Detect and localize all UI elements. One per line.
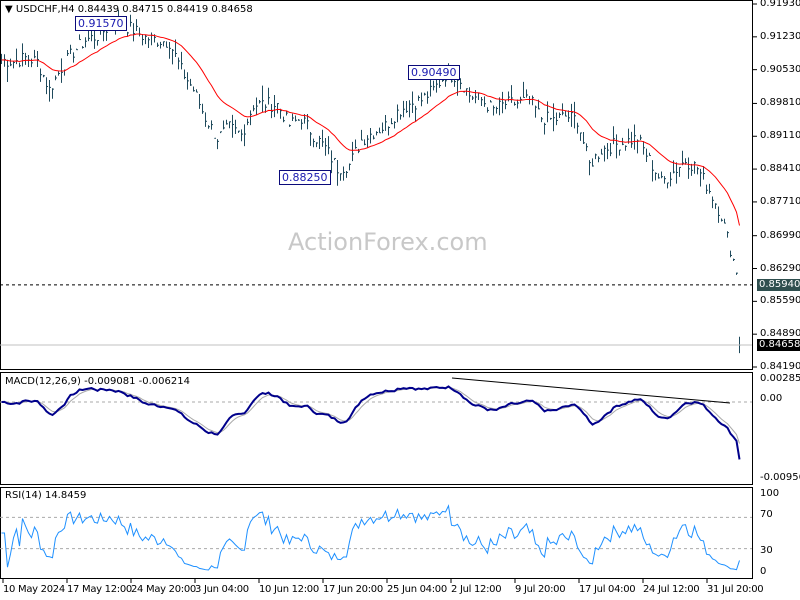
- ohlc-values: 0.84439 0.84715 0.84419 0.84658: [77, 4, 253, 15]
- time-tick-label: 24 May 20:00: [131, 584, 196, 595]
- macd-tick: 0.00: [760, 393, 783, 404]
- time-tick-label: 17 Jul 04:00: [579, 584, 636, 595]
- price-tick-label: 0.89810: [760, 97, 800, 109]
- rsi-line: [1, 504, 740, 571]
- time-tick-label: 17 Jun 20:00: [323, 584, 383, 595]
- macd-tick: -0.009566: [760, 472, 800, 483]
- price-tick-label: 0.91930: [760, 0, 800, 9]
- high-annotation: 0.91570: [75, 16, 127, 31]
- price-tick-label: 0.85590: [760, 295, 800, 307]
- time-tick-label: 10 Jun 12:00: [259, 584, 319, 595]
- high-annotation-2: 0.90490: [408, 65, 460, 80]
- symbol-label: USDCHF,H4: [15, 4, 75, 15]
- time-tick-label: 24 Jul 12:00: [643, 584, 700, 595]
- price-tick-label: 0.86290: [760, 262, 800, 274]
- rsi-label: RSI(14) 14.8459: [5, 490, 87, 501]
- price-tick-label: 0.89110: [760, 130, 800, 142]
- time-tick-label: 10 May 2024: [3, 584, 65, 595]
- macd-tick: 0.002854: [760, 373, 800, 384]
- time-tick-label: 25 Jun 04:00: [387, 584, 447, 595]
- macd-line: [1, 385, 741, 460]
- main-panel-frame: [0, 0, 753, 370]
- price-tick-label: 0.87710: [760, 195, 800, 207]
- macd-label: MACD(12,26,9) -0.009081 -0.006214: [5, 376, 190, 387]
- time-tick-label: 17 May 12:00: [67, 584, 132, 595]
- moving-average-line: [1, 33, 740, 226]
- time-tick-label: 2 Jul 12:00: [451, 584, 502, 595]
- price-tick-label: 0.84890: [760, 328, 800, 340]
- current-price-tag: 0.84658: [757, 339, 800, 351]
- menu-triangle-icon[interactable]: ▼: [5, 4, 13, 15]
- macd-signal-line: [1, 386, 740, 444]
- rsi-tick: 0: [760, 566, 767, 577]
- rsi-panel-frame: [0, 487, 753, 579]
- rsi-tick: 70: [760, 509, 773, 520]
- rsi-tick: 100: [760, 488, 780, 499]
- price-tick-label: 0.88410: [760, 163, 800, 175]
- price-tick-label: 0.84190: [760, 361, 800, 372]
- macd-trendline: [451, 377, 731, 404]
- time-tick-label: 3 Jun 04:00: [195, 584, 249, 595]
- time-tick-label: 31 Jul 20:00: [707, 584, 764, 595]
- time-tick-label: 9 Jul 20:00: [515, 584, 566, 595]
- low-annotation: 0.88250: [279, 170, 331, 185]
- macd-panel-frame: [0, 372, 753, 485]
- price-tick-label: 0.86990: [760, 229, 800, 241]
- rsi-tick: 30: [760, 545, 773, 556]
- watermark: ActionForex.com: [288, 228, 488, 256]
- price-tick-label: 0.90530: [760, 63, 800, 75]
- price-tick-label: 0.91230: [760, 30, 800, 42]
- chart-header: ▼ USDCHF,H4 0.84439 0.84715 0.84419 0.84…: [5, 4, 253, 16]
- level-price-tag: 0.85940: [757, 279, 800, 291]
